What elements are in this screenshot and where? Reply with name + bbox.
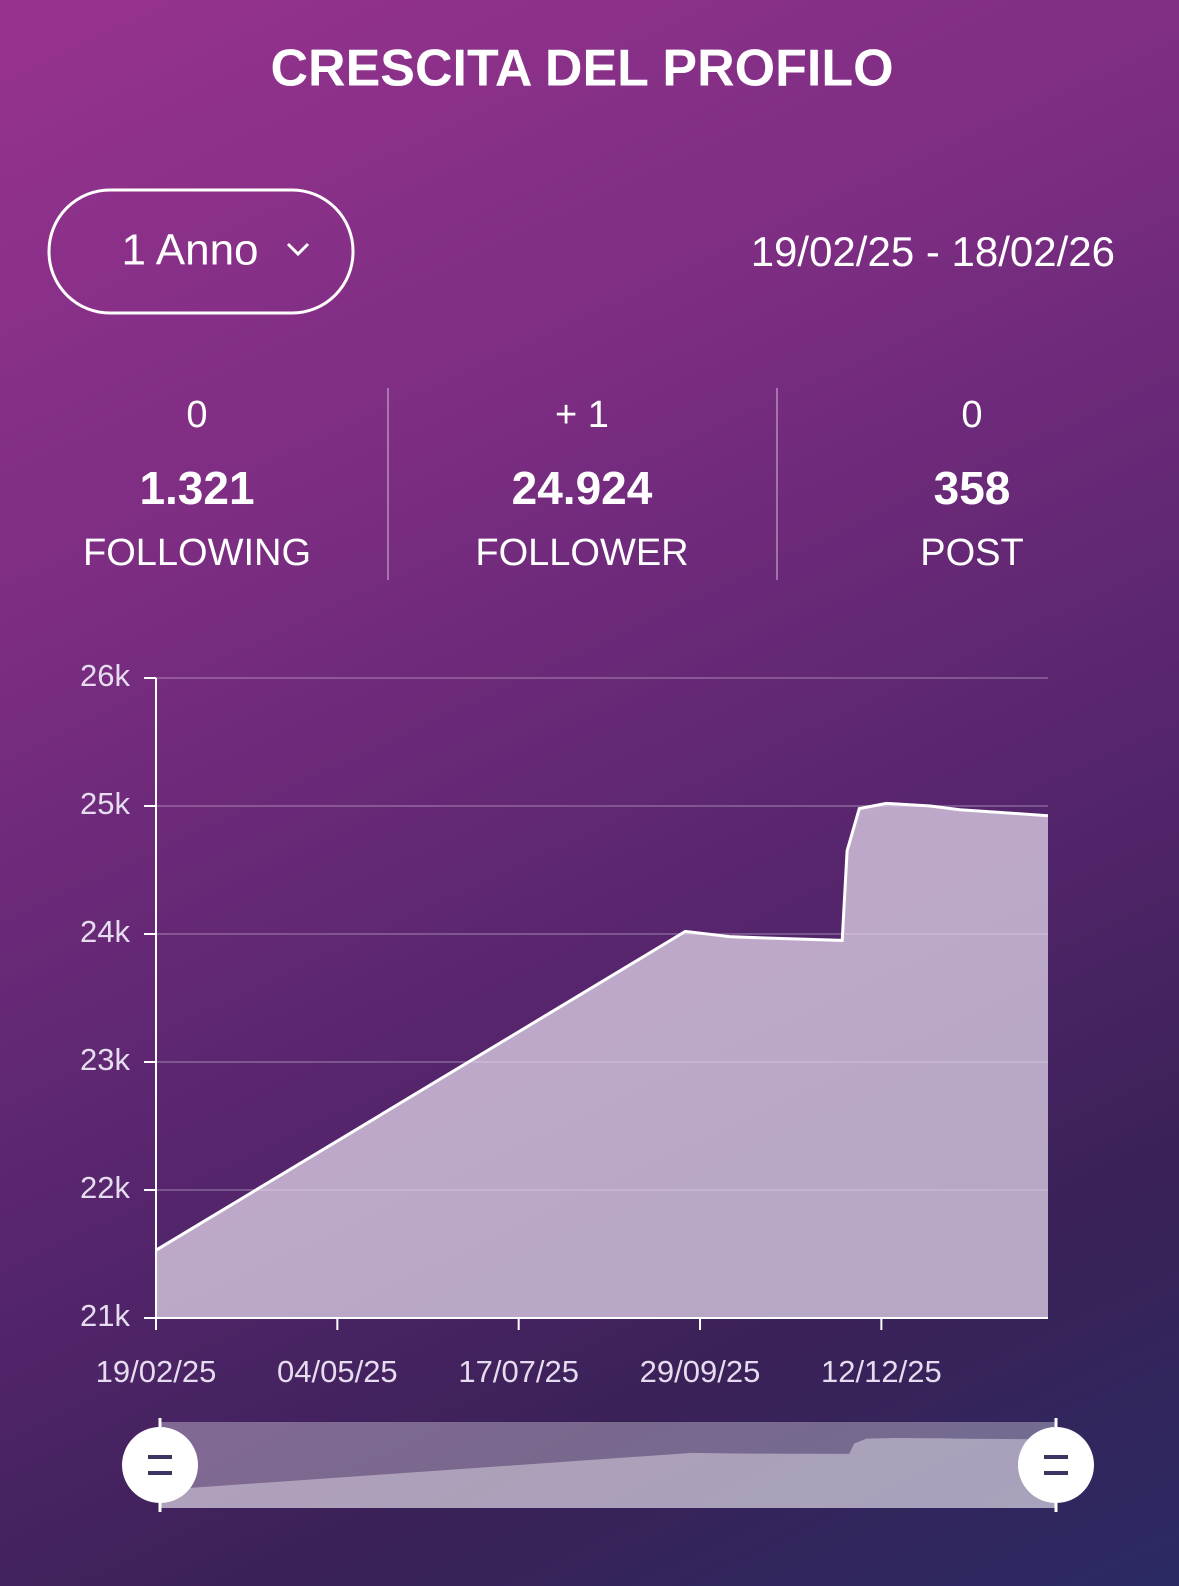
stat-change: + 1 (555, 394, 609, 436)
navigator-handle[interactable] (1018, 1418, 1094, 1512)
stat-label: FOLLOWER (475, 532, 688, 574)
stat-label: FOLLOWING (83, 532, 311, 574)
stat-value: 358 (934, 462, 1011, 514)
x-tick-label: 19/02/25 (96, 1354, 217, 1389)
y-tick-label: 25k (80, 786, 130, 821)
handle-knob[interactable] (1018, 1427, 1094, 1503)
period-selector[interactable]: 1 Anno (47, 188, 355, 315)
chevron-icon[interactable] (286, 242, 310, 257)
navigator-track[interactable] (160, 1422, 1056, 1508)
page-title: CRESCITA DEL PROFILO (270, 40, 893, 98)
x-tick-label: 17/07/25 (458, 1354, 579, 1389)
y-tick-label: 22k (80, 1170, 130, 1205)
x-tick-label: 29/09/25 (640, 1354, 761, 1389)
stat-value: 1.321 (139, 462, 254, 514)
stat-label: POST (920, 532, 1023, 574)
stats: 0 1.321 FOLLOWING + 1 24.924 FOLLOWER 0 358 POST (83, 394, 1024, 574)
x-tick-label: 12/12/25 (821, 1354, 942, 1389)
area (156, 803, 1048, 1318)
date-range: 19/02/25 - 18/02/26 (751, 228, 1115, 275)
x-tick-label: 04/05/25 (277, 1354, 398, 1389)
line (155, 801, 1049, 1252)
chart: 21k 22k 23k 24k 25k 26k 19/02/25 04/05/25 17/07/… (80, 658, 1094, 1512)
handle-knob[interactable] (122, 1427, 198, 1503)
stat-change: 0 (186, 394, 207, 436)
selector-border[interactable] (47, 188, 355, 315)
y-tick-label: 23k (80, 1042, 130, 1077)
y-tick-label: 21k (80, 1298, 130, 1333)
y-tick-label: 26k (80, 658, 130, 693)
stat-change: 0 (961, 394, 982, 436)
navigator-area (160, 1438, 1056, 1508)
stat-value: 24.924 (512, 462, 653, 514)
selector-label[interactable]: 1 Anno (121, 226, 258, 275)
navigator-handle[interactable] (122, 1418, 198, 1512)
y-tick-label: 24k (80, 914, 130, 949)
